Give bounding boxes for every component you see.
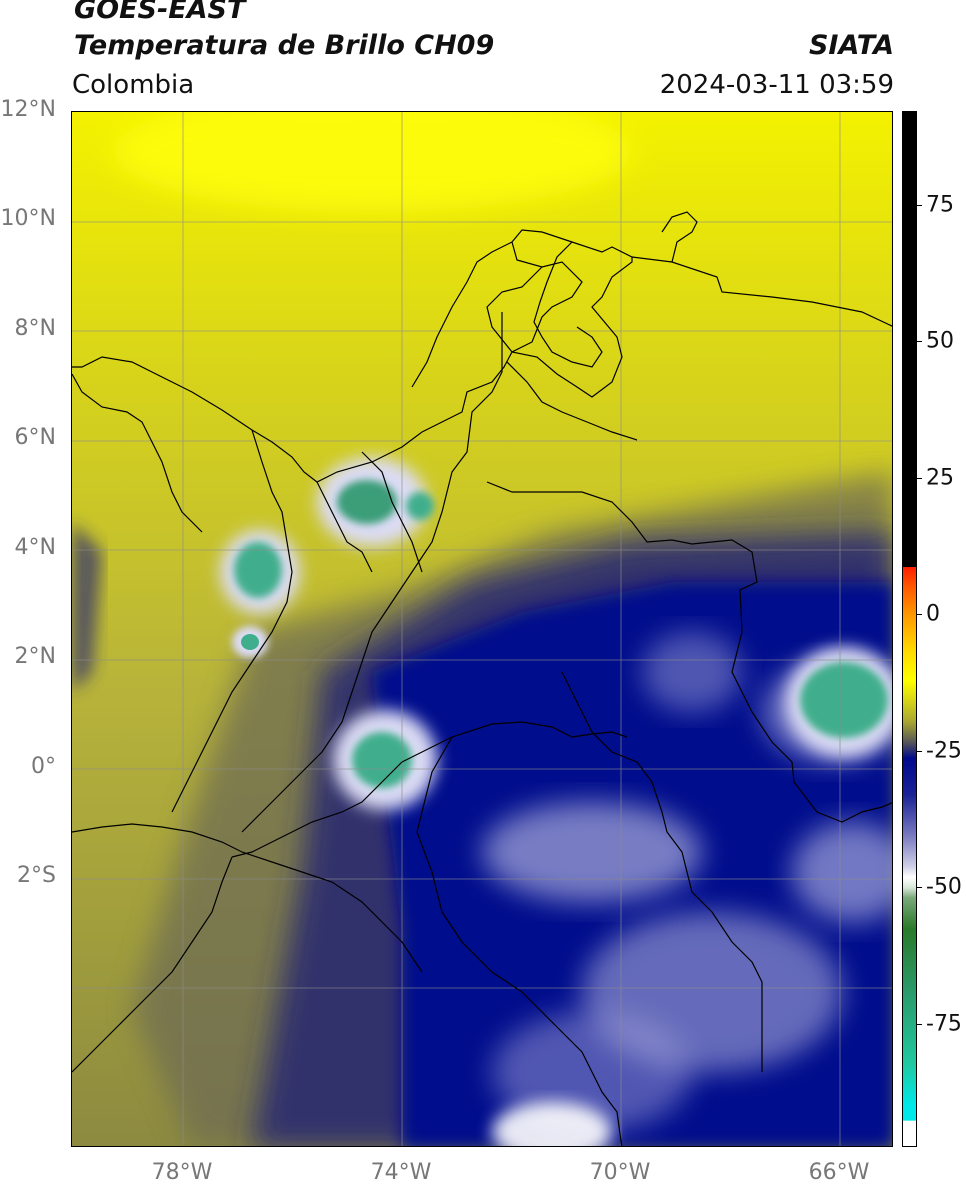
satellite-map[interactable] xyxy=(71,111,893,1147)
graticule xyxy=(72,112,892,1146)
lat-label-4n: 4°N xyxy=(14,535,56,560)
lon-label-66w: 66°W xyxy=(808,1160,870,1185)
lat-label-6n: 6°N xyxy=(14,425,56,450)
lat-label-10n: 10°N xyxy=(0,206,56,231)
colorbar-tick-0 xyxy=(917,614,922,615)
colorbar-label-25: 25 xyxy=(926,465,954,491)
lon-label-74w: 74°W xyxy=(370,1160,432,1185)
colorbar-tick-minus50 xyxy=(917,887,922,888)
colorbar-tick-50 xyxy=(917,341,922,342)
colorbar-label-75: 75 xyxy=(926,192,954,218)
colorbar-tick-25 xyxy=(917,478,922,479)
lat-label-0: 0° xyxy=(31,754,56,779)
colorbar-label-minus25: -25 xyxy=(926,738,962,764)
colorbar-label-50: 50 xyxy=(926,328,954,354)
product-title: Temperatura de Brillo CH09 xyxy=(74,30,495,61)
colorbar-label-minus75: -75 xyxy=(926,1011,962,1037)
borders xyxy=(72,211,892,1146)
colorbar-tick-75 xyxy=(917,205,922,206)
convective-cells xyxy=(220,457,892,810)
organization-label: SIATA xyxy=(808,30,894,61)
lon-label-70w: 70°W xyxy=(589,1160,651,1185)
region-label: Colombia xyxy=(72,70,195,100)
colorbar xyxy=(902,111,917,1147)
colorbar-tick-minus75 xyxy=(917,1024,922,1025)
datetime-label: 2024-03-11 03:59 xyxy=(659,70,894,100)
lon-label-78w: 78°W xyxy=(151,1160,213,1185)
satellite-title: GOES-EAST xyxy=(74,0,246,25)
colorbar-tick-minus25 xyxy=(917,751,922,752)
lat-label-2n: 2°N xyxy=(14,644,56,669)
lat-label-2s: 2°S xyxy=(17,863,56,888)
colorbar-label-minus50: -50 xyxy=(926,874,962,900)
lat-label-8n: 8°N xyxy=(14,316,56,341)
cloud-field xyxy=(72,112,892,1146)
lat-label-12n: 12°N xyxy=(0,97,56,122)
colorbar-label-0: 0 xyxy=(926,601,940,627)
